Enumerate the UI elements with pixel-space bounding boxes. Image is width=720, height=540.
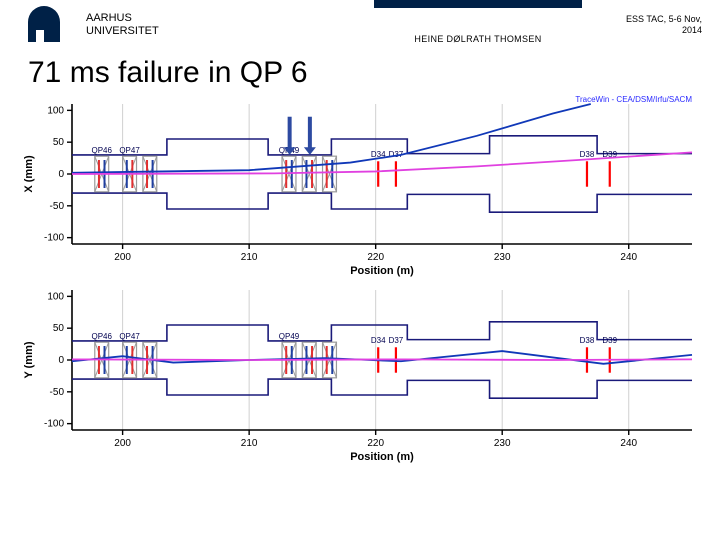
header: AARHUS UNIVERSITET HEINE DØLRATH THOMSEN… xyxy=(0,0,720,56)
svg-text:QP49: QP49 xyxy=(279,332,300,341)
svg-text:230: 230 xyxy=(494,252,511,263)
svg-text:0: 0 xyxy=(58,355,64,366)
svg-text:100: 100 xyxy=(47,105,64,116)
svg-text:220: 220 xyxy=(367,252,384,263)
svg-text:QP47: QP47 xyxy=(119,332,140,341)
svg-text:X (mm): X (mm) xyxy=(23,155,35,193)
svg-text:-100: -100 xyxy=(44,233,64,244)
svg-text:200: 200 xyxy=(114,438,131,449)
svg-text:QP46: QP46 xyxy=(92,332,113,341)
svg-text:QP47: QP47 xyxy=(119,146,140,155)
svg-text:QP46: QP46 xyxy=(92,146,113,155)
y-panel: -100 -50 0 50 100 200 210 220 230 240 Y (mm) Positi… xyxy=(23,290,692,463)
svg-text:D38: D38 xyxy=(580,150,595,159)
svg-text:210: 210 xyxy=(241,252,258,263)
svg-text:200: 200 xyxy=(114,252,131,263)
x-panel: -100 -50 0 50 100 200 210 220 230 240 X (mm) Positi… xyxy=(23,104,692,277)
svg-text:D34: D34 xyxy=(371,336,386,345)
author-name: HEINE DØLRATH THOMSEN xyxy=(374,34,582,44)
svg-text:240: 240 xyxy=(620,252,637,263)
svg-text:Position (m): Position (m) xyxy=(350,451,414,463)
svg-text:50: 50 xyxy=(53,137,65,148)
svg-text:220: 220 xyxy=(367,438,384,449)
svg-text:Y (mm): Y (mm) xyxy=(23,341,35,378)
date-line2: 2014 xyxy=(626,25,702,36)
university-logo-icon xyxy=(28,6,72,42)
svg-text:D38: D38 xyxy=(580,336,595,345)
svg-text:240: 240 xyxy=(620,438,637,449)
svg-text:-50: -50 xyxy=(50,201,65,212)
svg-text:-100: -100 xyxy=(44,419,64,430)
header-date: ESS TAC, 5-6 Nov, 2014 xyxy=(626,14,702,36)
date-line1: ESS TAC, 5-6 Nov, xyxy=(626,14,702,25)
svg-text:D39: D39 xyxy=(602,336,617,345)
svg-text:230: 230 xyxy=(494,438,511,449)
svg-text:Position (m): Position (m) xyxy=(350,265,414,277)
svg-text:D37: D37 xyxy=(389,336,404,345)
header-bar xyxy=(374,0,582,8)
plot-area: TraceWin - CEA/DSM/Irfu/SACM -100 -50 0 50 10… xyxy=(20,96,708,476)
university-name: AARHUS UNIVERSITET xyxy=(86,12,159,38)
university-line1: AARHUS xyxy=(86,12,159,25)
svg-text:100: 100 xyxy=(47,291,64,302)
svg-text:0: 0 xyxy=(58,169,64,180)
dual-plot-svg: TraceWin - CEA/DSM/Irfu/SACM -100 -50 0 50 10… xyxy=(20,96,708,476)
page-title: 71 ms failure in QP 6 xyxy=(28,56,308,90)
svg-text:210: 210 xyxy=(241,438,258,449)
svg-text:50: 50 xyxy=(53,323,65,334)
plot-attribution: TraceWin - CEA/DSM/Irfu/SACM xyxy=(575,96,692,104)
svg-text:-50: -50 xyxy=(50,387,65,398)
university-line2: UNIVERSITET xyxy=(86,25,159,38)
